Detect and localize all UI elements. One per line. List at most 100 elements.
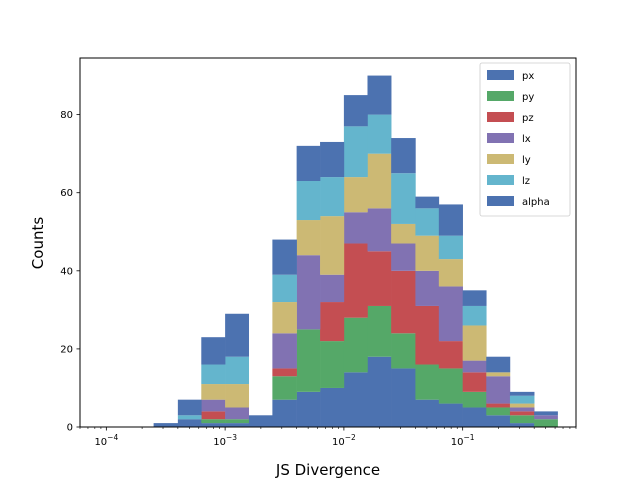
bar-pz-bin-15 — [509, 411, 535, 416]
bar-lz-bin-12 — [438, 235, 463, 260]
bar-pz-bin-10 — [391, 270, 416, 334]
legend-swatch-alpha — [487, 196, 514, 206]
bar-alpha-bin-8 — [343, 95, 368, 127]
bar-py-bin-12 — [438, 368, 463, 404]
x-axis-label: JS Divergence — [275, 461, 380, 479]
bar-ly-bin-7 — [320, 216, 345, 275]
x-tick-label-2: 10−2 — [332, 433, 356, 448]
bar-alpha-bin-15 — [509, 391, 535, 396]
y-tick-label-4: 80 — [60, 110, 73, 121]
bar-ly-bin-13 — [462, 325, 487, 361]
bar-lz-bin-5 — [272, 274, 297, 303]
bar-lx-bin-6 — [296, 255, 321, 330]
y-tick-label-0: 0 — [67, 423, 73, 434]
bar-lx-bin-14 — [486, 376, 511, 404]
bar-lx-bin-3 — [225, 407, 250, 420]
bar-lz-bin-9 — [367, 114, 392, 154]
bar-pz-bin-2 — [201, 411, 226, 420]
bar-lz-bin-11 — [415, 208, 440, 236]
bar-pz-bin-7 — [320, 302, 345, 342]
legend-label-alpha: alpha — [522, 197, 550, 208]
legend-label-ly: ly — [522, 155, 531, 166]
bar-px-bin-3 — [225, 423, 250, 427]
bar-lx-bin-16 — [534, 415, 558, 420]
bar-alpha-bin-11 — [415, 196, 440, 209]
bar-ly-bin-15 — [509, 403, 535, 408]
bar-alpha-bin-1 — [177, 399, 202, 416]
bar-ly-bin-2 — [201, 384, 226, 400]
bar-px-bin-11 — [415, 399, 440, 427]
bar-ly-bin-8 — [343, 177, 368, 213]
bar-px-bin-2 — [201, 423, 226, 427]
bar-lx-bin-8 — [343, 212, 368, 244]
legend: px py pz lx ly lz alpha — [479, 62, 571, 217]
legend-label-px: px — [522, 71, 534, 82]
bar-lz-bin-15 — [509, 395, 535, 404]
bar-px-bin-4 — [248, 415, 273, 427]
bar-pz-bin-11 — [415, 305, 440, 365]
bar-pz-bin-14 — [486, 403, 511, 408]
legend-swatch-px — [487, 70, 514, 80]
x-tick-label-3: 10−1 — [451, 433, 475, 448]
bar-alpha-bin-7 — [320, 141, 345, 178]
y-tick-label-3: 60 — [60, 188, 73, 199]
bar-lz-bin-1 — [177, 415, 202, 420]
bar-lx-bin-5 — [272, 333, 297, 369]
bar-lx-bin-9 — [367, 208, 392, 252]
bar-lz-bin-10 — [391, 173, 416, 224]
bar-pz-bin-5 — [272, 368, 297, 377]
bar-ly-bin-5 — [272, 302, 297, 334]
bar-py-bin-11 — [415, 364, 440, 400]
legend-swatch-ly — [487, 154, 514, 164]
y-tick-label-1: 20 — [60, 344, 73, 355]
bar-py-bin-16 — [534, 419, 558, 427]
bar-py-bin-8 — [343, 317, 368, 373]
bar-px-bin-8 — [343, 372, 368, 427]
bar-alpha-bin-2 — [201, 337, 226, 365]
bar-lx-bin-10 — [391, 243, 416, 271]
bar-ly-bin-11 — [415, 235, 440, 271]
legend-swatch-lz — [487, 175, 514, 185]
bar-pz-bin-13 — [462, 372, 487, 392]
bar-alpha-bin-13 — [462, 290, 487, 306]
legend-label-lx: lx — [522, 134, 531, 145]
bar-py-bin-5 — [272, 376, 297, 400]
bar-pz-bin-8 — [343, 243, 368, 318]
bar-py-bin-15 — [509, 415, 535, 424]
bar-alpha-bin-16 — [534, 411, 558, 416]
bar-lz-bin-2 — [201, 364, 226, 385]
bar-alpha-bin-6 — [296, 145, 321, 181]
bar-lz-bin-3 — [225, 356, 250, 385]
bar-px-bin-15 — [509, 423, 535, 427]
legend-swatch-pz — [487, 112, 514, 122]
bar-ly-bin-9 — [367, 153, 392, 209]
bar-px-bin-12 — [438, 403, 463, 427]
legend-label-pz: pz — [522, 113, 534, 124]
bar-lz-bin-8 — [343, 126, 368, 178]
y-axis-label: Counts — [29, 217, 47, 270]
bar-alpha-bin-14 — [486, 356, 511, 373]
x-tick-label-1: 10−3 — [213, 433, 237, 448]
bar-py-bin-3 — [225, 419, 250, 424]
bar-alpha-bin-9 — [367, 75, 392, 115]
bar-py-bin-6 — [296, 329, 321, 392]
bar-py-bin-13 — [462, 391, 487, 408]
legend-swatch-lx — [487, 133, 514, 143]
legend-label-lz: lz — [522, 176, 530, 187]
legend-label-py: py — [522, 92, 534, 103]
histogram-bars — [153, 75, 558, 427]
bar-px-bin-10 — [391, 368, 416, 427]
bar-alpha-bin-5 — [272, 239, 297, 275]
bar-py-bin-14 — [486, 407, 511, 416]
bar-px-bin-5 — [272, 399, 297, 427]
bar-px-bin-0 — [153, 423, 179, 427]
bar-lx-bin-12 — [438, 286, 463, 342]
bar-alpha-bin-3 — [225, 313, 250, 357]
bar-ly-bin-12 — [438, 259, 463, 287]
bar-lx-bin-11 — [415, 270, 440, 306]
y-axis-ticks: 0 20 40 60 80 — [60, 110, 80, 434]
bar-px-bin-1 — [177, 419, 202, 427]
y-tick-label-2: 40 — [60, 266, 73, 277]
bar-py-bin-2 — [201, 419, 226, 424]
